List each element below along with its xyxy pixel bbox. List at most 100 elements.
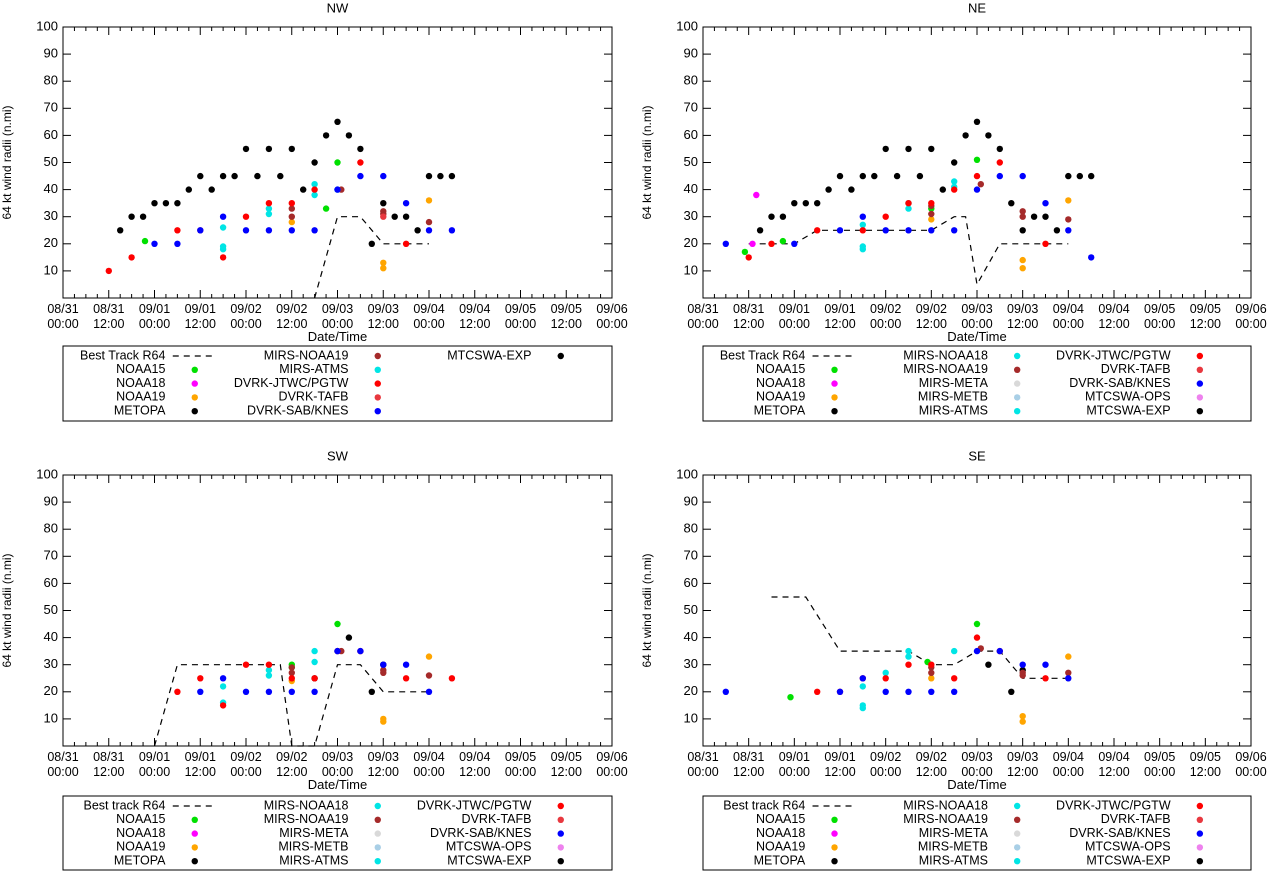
data-point-ne-metopa [905,145,912,153]
x-tick-label-se: 09/05 [1190,750,1221,764]
data-point-se-dvrk-sab-knes [928,688,935,695]
legend-label: MIRS-NOAA19 [903,812,988,826]
data-point-ne-metopa [768,213,775,220]
data-point-ne-mirs-noaa19 [928,210,935,218]
data-point-ne-metopa [871,172,878,180]
data-point-sw-noaa15 [334,620,341,628]
legend-dot-marker [191,816,198,823]
chart-title-nw: NW [327,0,349,15]
x-tick-label-se: 09/02 [870,750,901,764]
legend-dot-marker [374,830,381,837]
legend-dot-marker [191,366,198,373]
x-tick-label-se: 12:00 [824,765,855,779]
data-point-ne-metopa [1008,200,1015,207]
data-point-sw-dvrk-sab-knes [380,661,387,668]
data-point-nw-noaa15 [322,205,330,212]
legend-dot-marker [1013,830,1021,837]
data-point-ne-dvrk-sab-knes [951,227,958,234]
legend-dot-marker [1013,858,1021,865]
legend-label: MIRS-ATMS [279,362,348,376]
x-tick-label-sw: 09/02 [276,750,307,764]
y-tick-label-se: 90 [684,494,698,509]
data-point-nw-dvrk-sab-knes [425,227,433,234]
x-tick-label-se: 09/02 [916,750,947,764]
data-point-se-noaa19 [928,675,935,682]
data-point-nw-metopa [174,200,181,207]
legend-dot-marker [1196,380,1204,387]
x-tick-label-ne: 09/03 [1007,302,1038,316]
data-point-nw-metopa [334,118,341,126]
data-point-sw-dvrk-jtwc-pgtw [311,675,318,682]
legend-label: MIRS-METB [918,390,988,404]
legend-label: DVRK-SAB/KNES [1069,376,1170,390]
data-point-ne-dvrk-jtwc-pgtw [973,172,981,180]
data-point-nw-metopa [357,145,364,153]
data-point-ne-mirs-noaa19 [1019,208,1026,215]
data-point-nw-dvrk-jtwc-pgtw [242,213,250,220]
legend-label: Best Track R64 [720,348,805,362]
x-tick-label-sw: 09/04 [413,750,444,764]
legend-dot-marker [1013,816,1021,823]
data-point-ne-metopa [1088,172,1095,180]
chart-title-ne: NE [968,0,986,15]
legend-label: DVRK-JTWC/PGTW [1056,798,1171,812]
data-point-ne-mirs-noaa18 [905,205,912,212]
data-point-ne-metopa [973,118,981,126]
x-tick-label-ne: 09/01 [824,302,855,316]
legend-dot-marker [191,380,198,387]
data-point-ne-metopa [939,186,946,193]
data-point-ne-dvrk-jtwc-pgtw [1042,240,1049,247]
x-tick-label-ne: 12:00 [1098,317,1129,331]
legend-label: Best track R64 [83,798,165,812]
data-point-nw-dvrk-sab-knes [197,227,204,234]
legend-label: NOAA15 [756,362,805,376]
data-point-se-mirs-noaa18 [905,647,912,655]
x-tick-label-sw: 09/05 [551,750,582,764]
data-point-nw-metopa [402,213,410,220]
x-tick-label-sw: 09/03 [368,750,399,764]
data-point-se-dvrk-jtwc-pgtw [1042,675,1049,682]
legend-dot-marker [1196,844,1204,851]
legend-label: MTCSWA-EXP [1086,853,1170,867]
data-point-ne-mirs-noaa19 [977,181,984,188]
legend-dot-marker [191,830,198,837]
data-point-ne-mirs-noaa19 [1065,216,1072,223]
data-point-nw-metopa [345,132,353,139]
data-point-nw-metopa [414,227,421,234]
legend-box-sw [62,795,613,871]
y-tick-label-se: 30 [684,656,698,671]
y-tick-label-ne: 100 [676,18,698,33]
data-point-nw-mirs-atms [311,191,318,199]
data-point-nw-metopa [448,172,456,180]
y-axis-label-sw: 64 kt wind radii (n.mi) [0,553,14,667]
chart-title-sw: SW [327,448,349,463]
data-point-se-mirs-noaa18 [882,669,889,676]
x-tick-label-se: 09/04 [1053,750,1084,764]
x-tick-label-sw: 09/04 [459,750,490,764]
data-point-ne-metopa [802,200,809,207]
data-point-nw-metopa [265,145,273,153]
data-point-se-mirs-noaa18 [859,683,866,690]
data-point-sw-dvrk-sab-knes [197,688,204,695]
data-point-ne-metopa [779,213,787,220]
data-point-ne-dvrk-sab-knes [791,240,798,247]
data-point-ne-dvrk-sab-knes [722,240,729,247]
y-axis-label-ne: 64 kt wind radii (n.mi) [640,105,654,219]
legend-label: DVRK-SAB/KNES [1069,826,1170,840]
legend-label: NOAA19 [756,840,805,854]
y-tick-label-se: 20 [684,683,698,698]
legend-label: MIRS-METB [918,840,988,854]
data-point-nw-noaa19 [380,259,387,266]
legend-label: NOAA19 [116,840,165,854]
data-point-ne-dvrk-jtwc-pgtw [996,159,1003,166]
x-tick-label-nw: 08/31 [47,302,78,316]
legend-label: MTCSWA-EXP [447,348,531,362]
data-point-ne-dvrk-jtwc-pgtw [882,213,889,220]
legend-label: MTCSWA-EXP [447,853,531,867]
x-tick-label-sw: 12:00 [368,765,399,779]
legend-dot-marker [374,802,381,810]
legend-label: NOAA15 [756,812,805,826]
x-tick-label-se: 12:00 [1007,765,1038,779]
data-point-sw-mirs-noaa18 [219,683,227,690]
data-point-se-mirs-noaa19 [928,669,935,676]
